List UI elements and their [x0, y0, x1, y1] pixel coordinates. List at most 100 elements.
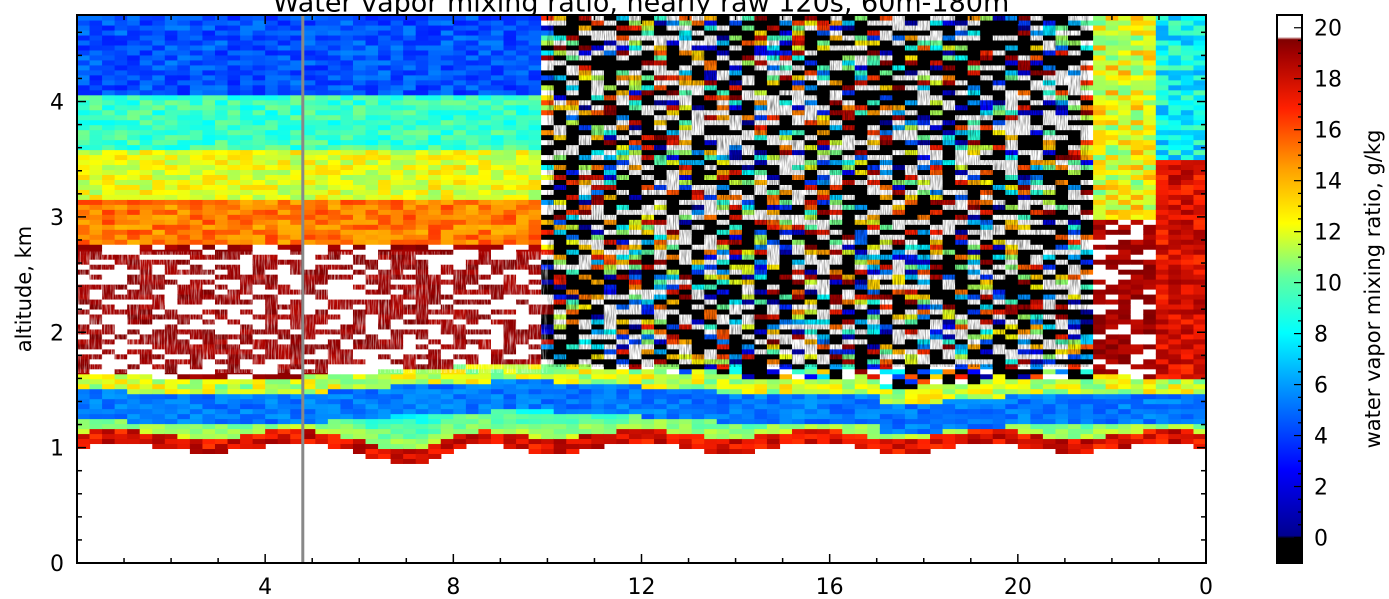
- heatmap-cell: [177, 145, 190, 151]
- heatmap-cell: [366, 433, 379, 439]
- heatmap-cell: [466, 145, 479, 151]
- heatmap-cell: [315, 244, 328, 250]
- heatmap-cell: [729, 379, 742, 385]
- heatmap-cell: [90, 60, 103, 66]
- heatmap-cell: [491, 100, 504, 106]
- heatmap-cell: [679, 424, 692, 430]
- heatmap-cell: [428, 424, 441, 430]
- heatmap-cell: [591, 409, 604, 415]
- heatmap-cell: [152, 394, 165, 400]
- heatmap-cell: [591, 424, 604, 430]
- heatmap-cell: [165, 194, 178, 200]
- heatmap-cell: [378, 40, 391, 46]
- heatmap-cell: [240, 419, 253, 425]
- heatmap-cell: [77, 60, 90, 66]
- heatmap-cell: [441, 60, 454, 66]
- heatmap-cell: [115, 120, 128, 126]
- heatmap-cell: [265, 224, 278, 230]
- heatmap-cell: [165, 65, 178, 71]
- heatmap-cell: [391, 419, 404, 425]
- heatmap-cell: [616, 419, 629, 425]
- heatmap-cell: [90, 55, 103, 61]
- heatmap-cell: [165, 384, 178, 390]
- heatmap-cell: [441, 65, 454, 71]
- heatmap-cell: [554, 379, 567, 385]
- heatmap-cell: [616, 374, 629, 380]
- heatmap-cell: [140, 30, 153, 36]
- heatmap-cell: [579, 384, 592, 390]
- heatmap-cell: [303, 35, 316, 41]
- heatmap-cell: [453, 110, 466, 116]
- heatmap-cell: [453, 164, 466, 170]
- heatmap-cell: [177, 443, 190, 449]
- heatmap-cell: [228, 409, 241, 415]
- heatmap-cell: [340, 20, 353, 26]
- heatmap-cell: [165, 189, 178, 195]
- heatmap-cell: [478, 55, 491, 61]
- heatmap-cell: [127, 209, 140, 215]
- heatmap-cell: [152, 154, 165, 160]
- heatmap-cell: [102, 159, 115, 165]
- heatmap-cell: [177, 75, 190, 81]
- heatmap-cell: [366, 85, 379, 91]
- heatmap-cell: [278, 384, 291, 390]
- heatmap-cell: [228, 159, 241, 165]
- heatmap-cell: [679, 379, 692, 385]
- heatmap-cell: [77, 140, 90, 146]
- heatmap-cell: [428, 199, 441, 205]
- heatmap-cell: [541, 438, 554, 444]
- heatmap-cell: [152, 105, 165, 111]
- heatmap-cell: [504, 159, 517, 165]
- heatmap-cell: [140, 169, 153, 175]
- heatmap-cell: [115, 90, 128, 96]
- heatmap-cell: [165, 110, 178, 116]
- heatmap-cell: [667, 424, 680, 430]
- heatmap-cell: [115, 433, 128, 439]
- heatmap-cell: [466, 224, 479, 230]
- heatmap-cell: [416, 399, 429, 405]
- heatmap-cell: [328, 145, 341, 151]
- heatmap-cell: [579, 428, 592, 434]
- heatmap-cell: [77, 379, 90, 385]
- heatmap-cell: [240, 65, 253, 71]
- heatmap-cell: [77, 40, 90, 46]
- heatmap-cell: [115, 179, 128, 185]
- heatmap-cell: [529, 433, 542, 439]
- heatmap-cell: [378, 55, 391, 61]
- heatmap-cell: [453, 45, 466, 51]
- heatmap-cell: [228, 100, 241, 106]
- heatmap-cell: [391, 438, 404, 444]
- heatmap-cell: [77, 414, 90, 420]
- heatmap-cell: [403, 20, 416, 26]
- heatmap-cell: [566, 374, 579, 380]
- heatmap-cell: [478, 219, 491, 225]
- heatmap-cell: [616, 384, 629, 390]
- heatmap-cell: [416, 199, 429, 205]
- heatmap-cell: [90, 428, 103, 434]
- heatmap-cell: [140, 140, 153, 146]
- heatmap-cell: [90, 239, 103, 245]
- heatmap-cell: [228, 214, 241, 220]
- heatmap-cell: [491, 438, 504, 444]
- heatmap-cell: [529, 209, 542, 215]
- heatmap-cell: [165, 100, 178, 106]
- heatmap-cell: [378, 90, 391, 96]
- heatmap-cell: [366, 30, 379, 36]
- heatmap-cell: [303, 379, 316, 385]
- heatmap-cell: [453, 55, 466, 61]
- heatmap-cell: [416, 214, 429, 220]
- heatmap-cell: [441, 209, 454, 215]
- heatmap-cell: [202, 443, 215, 449]
- heatmap-cell: [604, 433, 617, 439]
- heatmap-cell: [278, 389, 291, 395]
- heatmap-cell: [253, 25, 266, 31]
- heatmap-cell: [491, 154, 504, 160]
- heatmap-cell: [541, 443, 554, 449]
- heatmap-cell: [315, 159, 328, 165]
- heatmap-cell: [177, 219, 190, 225]
- heatmap-cell: [679, 389, 692, 395]
- heatmap-cell: [516, 25, 529, 31]
- heatmap-cell: [265, 164, 278, 170]
- heatmap-cell: [127, 204, 140, 210]
- heatmap-cell: [378, 453, 391, 459]
